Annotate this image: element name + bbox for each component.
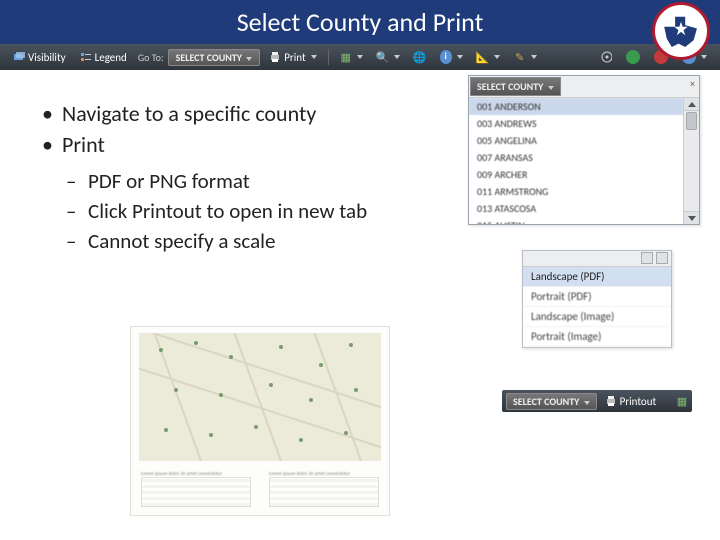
grid-icon: ▦: [340, 51, 352, 63]
select-county-label: SELECT COUNTY: [176, 51, 242, 64]
legend-label: Legend: [95, 51, 127, 64]
printer-icon: [605, 395, 617, 407]
toolbar-separator: [328, 49, 329, 65]
print-format-option[interactable]: Landscape (PDF): [523, 267, 671, 287]
chevron-down-icon: [246, 57, 252, 61]
map-legend-box: [141, 477, 251, 507]
target-icon: [600, 51, 612, 63]
county-option[interactable]: 013 ATASCOSA: [469, 200, 683, 217]
dropdown-header-label: SELECT COUNTY: [477, 80, 543, 93]
select-county-small-button[interactable]: SELECT COUNTY: [506, 393, 597, 410]
chevron-down-icon: [494, 55, 500, 59]
chevron-down-icon: [531, 55, 537, 59]
print-format-list: Landscape (PDF) Portrait (PDF) Landscape…: [523, 267, 671, 347]
print-format-option[interactable]: Portrait (Image): [523, 327, 671, 347]
legend-icon: [80, 51, 92, 63]
globe-tool-button[interactable]: 🌐: [409, 49, 431, 65]
map-preview: Lorem ipsum dolor sit amet consectetur L…: [130, 326, 390, 516]
refresh-icon: [626, 50, 640, 64]
printout-toolbar: SELECT COUNTY Printout ▦: [502, 390, 692, 412]
printout-button[interactable]: Printout: [601, 395, 661, 408]
refresh-button[interactable]: [621, 48, 645, 66]
county-option[interactable]: 007 ARANSAS: [469, 149, 683, 166]
printout-label: Printout: [620, 395, 657, 408]
chevron-down-icon: [701, 55, 707, 59]
chevron-down-icon: [357, 55, 363, 59]
scroll-thumb[interactable]: [686, 112, 697, 130]
ruler-icon: 📐: [477, 51, 489, 63]
print-button[interactable]: Print: [264, 49, 321, 66]
map-legend-row: Lorem ipsum dolor sit amet consectetur L…: [141, 463, 379, 507]
county-option[interactable]: 009 ARCHER: [469, 166, 683, 183]
legend-button[interactable]: Legend: [75, 49, 132, 66]
measure-tool-button[interactable]: 📐: [472, 49, 505, 65]
magnifier-icon: 🔍: [377, 51, 389, 63]
globe-icon: 🌐: [414, 51, 426, 63]
close-icon[interactable]: ×: [690, 77, 695, 90]
county-option[interactable]: 003 ANDREWS: [469, 115, 683, 132]
scroll-up-button[interactable]: [684, 98, 699, 111]
main-toolbar: Visibility Legend Go To: SELECT COUNTY P…: [0, 44, 720, 70]
print-label: Print: [284, 51, 305, 64]
chevron-down-icon: [584, 401, 590, 405]
dropdown-header-row: SELECT COUNTY ×: [469, 76, 699, 98]
pin-icon[interactable]: [641, 252, 653, 264]
info-tool-button[interactable]: i: [435, 49, 468, 65]
print-menu-header: [523, 251, 671, 267]
grid-icon[interactable]: ▦: [676, 395, 688, 407]
texas-shape-icon: [660, 10, 702, 52]
scroll-down-button[interactable]: [684, 211, 699, 224]
pencil-icon: ✎: [514, 51, 526, 63]
chevron-down-icon: [394, 55, 400, 59]
print-format-menu: Landscape (PDF) Portrait (PDF) Landscape…: [522, 250, 672, 348]
chevron-down-icon: [457, 55, 463, 59]
print-format-option[interactable]: Portrait (PDF): [523, 287, 671, 307]
scrollbar[interactable]: [683, 98, 699, 224]
chevron-down-icon: [548, 86, 554, 90]
goto-label: Go To:: [138, 51, 164, 64]
chevron-down-icon: [311, 55, 317, 59]
page-title: Select County and Print: [237, 6, 484, 38]
printer-icon: [269, 51, 281, 63]
bullet-text: Print: [62, 131, 105, 158]
county-list[interactable]: 001 ANDERSON 003 ANDREWS 005 ANGELINA 00…: [469, 98, 683, 224]
info-icon: i: [440, 51, 452, 63]
visibility-button[interactable]: Visibility: [8, 49, 71, 66]
dropdown-icon[interactable]: [656, 252, 668, 264]
select-county-small-label: SELECT COUNTY: [513, 395, 579, 408]
county-option[interactable]: 011 ARMSTRONG: [469, 183, 683, 200]
texas-logo: [652, 2, 710, 60]
map-legend-text: Lorem ipsum dolor sit amet consectetur: [141, 471, 251, 477]
visibility-label: Visibility: [28, 51, 66, 64]
grid-tool-button[interactable]: ▦: [335, 49, 368, 65]
county-option[interactable]: 005 ANGELINA: [469, 132, 683, 149]
map-legend-text: Lorem ipsum dolor sit amet consectetur: [269, 471, 379, 477]
county-dropdown-panel: SELECT COUNTY × 001 ANDERSON 003 ANDREWS…: [468, 75, 700, 225]
county-option[interactable]: 001 ANDERSON: [469, 98, 683, 115]
print-format-option[interactable]: Landscape (Image): [523, 307, 671, 327]
county-option[interactable]: 015 AUSTIN: [469, 217, 683, 224]
map-legend-box: [269, 477, 379, 507]
chevron-down-icon: [688, 216, 696, 221]
draw-tool-button[interactable]: ✎: [509, 49, 542, 65]
chevron-up-icon: [688, 102, 696, 107]
layers-icon: [13, 51, 25, 63]
map-canvas: [139, 333, 381, 461]
select-county-button[interactable]: SELECT COUNTY: [168, 49, 261, 66]
locate-button[interactable]: [595, 49, 617, 65]
dropdown-header-button[interactable]: SELECT COUNTY: [470, 77, 561, 96]
title-bar: Select County and Print: [0, 0, 720, 44]
zoom-tool-button[interactable]: 🔍: [372, 49, 405, 65]
